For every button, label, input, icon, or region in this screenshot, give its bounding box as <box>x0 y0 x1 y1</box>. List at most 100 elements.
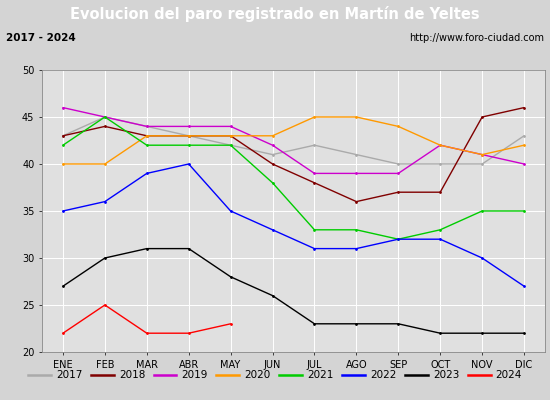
2023 <box>144 246 150 251</box>
2021 <box>437 227 443 232</box>
2021 <box>395 237 402 242</box>
2018 <box>353 199 360 204</box>
2018 <box>437 190 443 194</box>
2021 <box>521 209 527 214</box>
2022 <box>59 209 66 214</box>
2022 <box>102 199 108 204</box>
2022 <box>270 227 276 232</box>
2018 <box>102 124 108 129</box>
Line: 2017: 2017 <box>62 116 525 165</box>
2020 <box>227 134 234 138</box>
2017 <box>437 162 443 166</box>
2023 <box>437 331 443 336</box>
2018 <box>144 134 150 138</box>
2017 <box>311 143 318 148</box>
2019 <box>479 152 486 157</box>
2018 <box>185 134 192 138</box>
2020 <box>353 114 360 119</box>
2022 <box>479 256 486 260</box>
2017 <box>479 162 486 166</box>
2019 <box>353 171 360 176</box>
2021 <box>270 180 276 185</box>
Line: 2018: 2018 <box>62 106 525 203</box>
Line: 2023: 2023 <box>62 247 525 334</box>
2024 <box>59 331 66 336</box>
2021 <box>311 227 318 232</box>
2023 <box>270 293 276 298</box>
2020 <box>102 162 108 166</box>
2019 <box>395 171 402 176</box>
2021 <box>227 143 234 148</box>
2024 <box>185 331 192 336</box>
Line: 2019: 2019 <box>62 106 525 175</box>
2019 <box>270 143 276 148</box>
2023 <box>521 331 527 336</box>
2023 <box>59 284 66 289</box>
2017 <box>270 152 276 157</box>
2020 <box>311 114 318 119</box>
2024 <box>227 321 234 326</box>
2019 <box>227 124 234 129</box>
2020 <box>437 143 443 148</box>
2019 <box>144 124 150 129</box>
2021 <box>479 209 486 214</box>
2021 <box>59 143 66 148</box>
2018 <box>311 180 318 185</box>
2019 <box>311 171 318 176</box>
Line: 2020: 2020 <box>62 116 525 165</box>
Legend: 2017, 2018, 2019, 2020, 2021, 2022, 2023, 2024: 2017, 2018, 2019, 2020, 2021, 2022, 2023… <box>24 366 526 385</box>
2021 <box>185 143 192 148</box>
2019 <box>59 105 66 110</box>
2022 <box>437 237 443 242</box>
2021 <box>102 114 108 119</box>
2019 <box>102 114 108 119</box>
Text: http://www.foro-ciudad.com: http://www.foro-ciudad.com <box>410 33 544 43</box>
2022 <box>395 237 402 242</box>
2018 <box>395 190 402 194</box>
Text: Evolucion del paro registrado en Martín de Yeltes: Evolucion del paro registrado en Martín … <box>70 6 480 22</box>
2017 <box>353 152 360 157</box>
2022 <box>311 246 318 251</box>
2017 <box>521 134 527 138</box>
2020 <box>270 134 276 138</box>
Text: 2017 - 2024: 2017 - 2024 <box>6 33 75 43</box>
2017 <box>102 114 108 119</box>
2024 <box>144 331 150 336</box>
2019 <box>437 143 443 148</box>
2023 <box>185 246 192 251</box>
2018 <box>479 114 486 119</box>
2021 <box>144 143 150 148</box>
2018 <box>59 134 66 138</box>
2022 <box>185 162 192 166</box>
2022 <box>521 284 527 289</box>
2023 <box>353 321 360 326</box>
2020 <box>521 143 527 148</box>
2017 <box>395 162 402 166</box>
2022 <box>144 171 150 176</box>
2018 <box>270 162 276 166</box>
Line: 2024: 2024 <box>62 304 232 334</box>
2023 <box>311 321 318 326</box>
2020 <box>59 162 66 166</box>
2023 <box>102 256 108 260</box>
2017 <box>144 124 150 129</box>
2022 <box>353 246 360 251</box>
2023 <box>479 331 486 336</box>
2017 <box>227 143 234 148</box>
2021 <box>353 227 360 232</box>
Line: 2022: 2022 <box>62 163 525 288</box>
2018 <box>227 134 234 138</box>
2019 <box>185 124 192 129</box>
Line: 2021: 2021 <box>62 116 525 240</box>
2023 <box>395 321 402 326</box>
2020 <box>395 124 402 129</box>
2018 <box>521 105 527 110</box>
2017 <box>185 134 192 138</box>
2020 <box>144 134 150 138</box>
2020 <box>479 152 486 157</box>
2017 <box>59 134 66 138</box>
2023 <box>227 274 234 279</box>
2020 <box>185 134 192 138</box>
2024 <box>102 302 108 307</box>
2022 <box>227 209 234 214</box>
